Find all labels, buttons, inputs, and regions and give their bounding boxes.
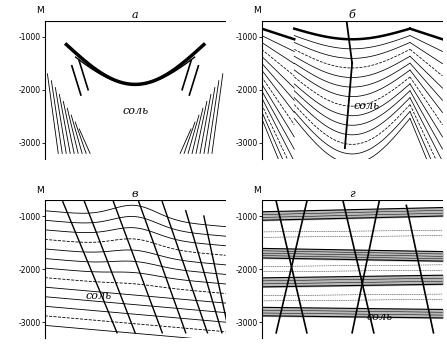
Text: M: M (253, 6, 261, 15)
Text: M: M (253, 186, 261, 195)
Text: M: M (36, 186, 43, 195)
Title: г: г (349, 189, 355, 199)
Text: соль: соль (86, 290, 112, 300)
Text: соль: соль (122, 106, 148, 116)
Text: соль: соль (354, 101, 380, 111)
Title: б: б (349, 10, 355, 20)
Title: а: а (132, 10, 139, 20)
Title: в: в (132, 189, 139, 199)
Text: соль: соль (366, 312, 392, 322)
Text: M: M (36, 6, 43, 15)
